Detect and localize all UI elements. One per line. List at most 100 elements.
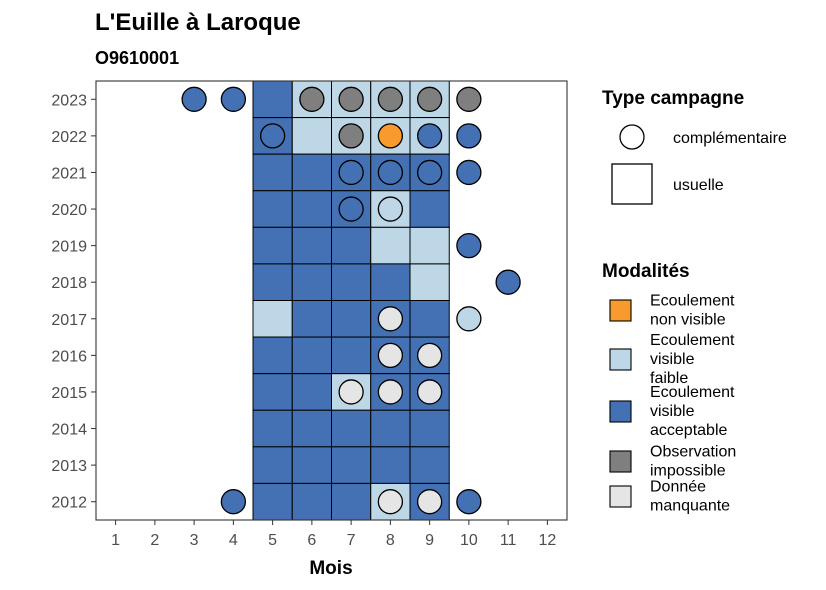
point-complementaire-2022-7 (338, 123, 364, 149)
point-complementaire-2022-9 (416, 123, 443, 149)
point-complementaire-2021-8 (377, 159, 404, 186)
plot-border (95, 80, 568, 521)
tile-usuelle-2014-8 (370, 409, 411, 448)
tile-usuelle-2016-6 (291, 336, 332, 375)
x-tick-label-12: 12 (538, 532, 556, 549)
point-complementaire-2017-8 (377, 306, 404, 332)
tile-usuelle-2014-5 (252, 409, 293, 448)
x-tick-label-10: 10 (460, 532, 478, 549)
x-tick-label-2: 2 (150, 532, 159, 549)
y-tick-label-2020: 2020 (51, 202, 87, 219)
point-complementaire-2023-9 (416, 86, 443, 112)
tile-usuelle-2019-7 (331, 226, 372, 265)
x-tick-label-4: 4 (229, 532, 238, 549)
legend-modalite-label: non visible (650, 312, 726, 329)
y-tick-label-2022: 2022 (51, 129, 87, 146)
tile-usuelle-2018-9 (409, 263, 450, 301)
legend-type-label: complémentaire (673, 130, 787, 147)
x-axis-label: Mois (309, 558, 352, 579)
tile-usuelle-2013-7 (331, 446, 372, 484)
tile-usuelle-2017-5 (252, 300, 293, 338)
x-tick-label-3: 3 (190, 532, 199, 549)
point-complementaire-2023-6 (299, 86, 325, 112)
tile-usuelle-2012-6 (291, 482, 332, 521)
legend-modalite-swatch (609, 299, 632, 322)
tile-usuelle-2014-9 (409, 409, 450, 448)
legend-key-square (611, 163, 653, 205)
legend-modalite-label: Ecoulement (650, 293, 735, 310)
tile-usuelle-2014-6 (291, 409, 332, 448)
tile-usuelle-2019-5 (252, 226, 293, 265)
point-complementaire-2023-4 (220, 86, 247, 112)
legend-modalite-swatch (609, 485, 632, 508)
legend-type-campagne: Type campagne complémentaire usuelle (602, 88, 787, 205)
point-complementaire-2022-5 (259, 123, 286, 149)
tile-usuelle-2021-6 (291, 153, 332, 192)
tile-usuelle-2016-7 (331, 336, 372, 375)
legend-type-label: usuelle (673, 177, 724, 194)
point-complementaire-2021-9 (416, 159, 443, 186)
point-complementaire-2021-7 (338, 159, 364, 186)
legend-modalite-label: acceptable (650, 422, 727, 439)
point-complementaire-2023-8 (377, 86, 404, 112)
tile-usuelle-2013-8 (370, 446, 411, 484)
tile-usuelle-2020-5 (252, 190, 293, 228)
point-complementaire-2012-10 (456, 489, 482, 515)
point-complementaire-2012-9 (416, 489, 443, 515)
tile-usuelle-2023-5 (252, 80, 293, 119)
y-tick-label-2014: 2014 (51, 422, 87, 439)
point-complementaire-2020-8 (377, 196, 404, 222)
tile-usuelle-2018-7 (331, 263, 372, 301)
tile-usuelle-2015-5 (252, 373, 293, 411)
legend-modalite-swatch (609, 348, 632, 371)
tile-usuelle-2018-5 (252, 263, 293, 301)
point-complementaire-2020-7 (338, 196, 364, 222)
point-complementaire-2018-11 (495, 269, 521, 295)
point-complementaire-2017-10 (456, 306, 482, 332)
x-tick-label-11: 11 (500, 532, 517, 549)
x-tick-label-8: 8 (386, 532, 395, 549)
legend-modalite-swatch (609, 450, 632, 473)
point-complementaire-2015-8 (377, 379, 404, 405)
chart-subtitle: O9610001 (95, 48, 179, 68)
legend-modalite-label: impossible (650, 463, 726, 480)
point-complementaire-2023-10 (456, 86, 482, 112)
tile-usuelle-2020-9 (409, 190, 450, 228)
plot-area: 1 2 3 4 5 6 7 8 9 10 11 122012201320142015201620172… (51, 80, 568, 549)
legend-type-title: Type campagne (602, 88, 744, 109)
tile-usuelle-2021-5 (252, 153, 293, 192)
legend-modalite-label: visible (650, 403, 695, 420)
point-complementaire-2022-8 (377, 123, 404, 149)
tile-usuelle-2019-9 (409, 226, 450, 265)
point-complementaire-2021-10 (456, 159, 482, 186)
x-tick-label-5: 5 (268, 532, 277, 549)
y-tick-label-2012: 2012 (51, 495, 87, 512)
tile-usuelle-2018-6 (291, 263, 332, 301)
legend-key-circle (619, 124, 645, 150)
x-tick-label-7: 7 (347, 532, 356, 549)
point-complementaire-2023-3 (181, 86, 207, 112)
y-tick-label-2015: 2015 (51, 385, 87, 402)
y-tick-label-2019: 2019 (51, 239, 87, 256)
y-tick-label-2016: 2016 (51, 348, 87, 365)
tile-usuelle-2017-6 (291, 300, 332, 338)
tile-usuelle-2013-6 (291, 446, 332, 484)
point-complementaire-2023-7 (338, 86, 364, 112)
x-tick-label-1: 1 (111, 532, 120, 549)
x-tick-label-6: 6 (307, 532, 316, 549)
legend-modalite-label: Observation (650, 444, 736, 461)
chart-title: L'Euille à Laroque (95, 9, 301, 36)
tile-usuelle-2017-7 (331, 300, 372, 338)
tile-usuelle-2012-7 (331, 482, 372, 521)
y-tick-label-2017: 2017 (51, 312, 87, 329)
point-complementaire-2022-10 (456, 123, 482, 149)
tile-usuelle-2019-6 (291, 226, 332, 265)
tile-usuelle-2013-9 (409, 446, 450, 484)
y-tick-label-2021: 2021 (51, 165, 87, 182)
legend-modalite-label: Ecoulement (650, 384, 735, 401)
tile-usuelle-2012-5 (252, 482, 293, 521)
point-complementaire-2015-9 (416, 379, 443, 405)
tile-usuelle-2020-6 (291, 190, 332, 228)
legend-modalite-label: manquante (650, 498, 730, 515)
